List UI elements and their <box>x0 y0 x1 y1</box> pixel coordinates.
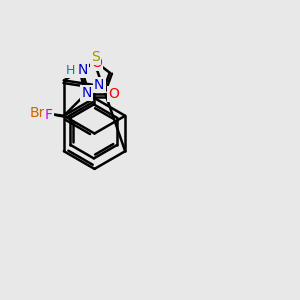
Text: Br: Br <box>30 106 45 120</box>
Text: S: S <box>91 50 100 64</box>
Text: H: H <box>66 64 75 77</box>
Text: F: F <box>45 108 53 122</box>
Text: N: N <box>94 78 104 92</box>
Text: O: O <box>108 87 119 101</box>
Text: N: N <box>81 86 92 100</box>
Text: O: O <box>92 56 102 70</box>
Text: N: N <box>77 63 88 77</box>
